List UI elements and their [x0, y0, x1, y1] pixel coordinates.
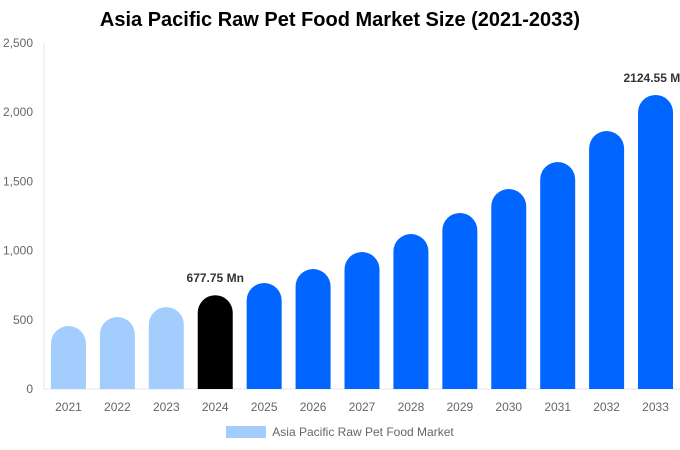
x-tick-label: 2021 — [55, 400, 82, 414]
y-tick-label: 1,000 — [3, 244, 33, 258]
bar-2030 — [491, 189, 527, 389]
data-label: 677.75 Mn — [187, 271, 244, 285]
x-tick-label: 2028 — [398, 400, 425, 414]
x-tick-label: 2031 — [544, 400, 571, 414]
bar-2023 — [148, 307, 184, 389]
x-tick-label: 2033 — [642, 400, 669, 414]
y-tick-label: 2,000 — [3, 105, 33, 119]
x-tick-label: 2022 — [104, 400, 131, 414]
bar-2021 — [50, 326, 86, 389]
x-tick-label: 2023 — [153, 400, 180, 414]
x-tick-label: 2027 — [349, 400, 376, 414]
bar-2026 — [295, 269, 331, 389]
bar-2024 — [197, 295, 233, 389]
legend: Asia Pacific Raw Pet Food Market — [0, 425, 680, 439]
y-tick-label: 500 — [13, 313, 33, 327]
data-label: 2124.55 Mn — [624, 71, 680, 85]
y-tick-label: 2,500 — [3, 36, 33, 50]
legend-label[interactable]: Asia Pacific Raw Pet Food Market — [272, 425, 454, 439]
bar-2022 — [99, 317, 135, 389]
bar-2029 — [442, 212, 478, 389]
x-tick-label: 2029 — [446, 400, 473, 414]
x-tick-label: 2032 — [593, 400, 620, 414]
x-tick-label: 2025 — [251, 400, 278, 414]
y-tick-label: 0 — [26, 382, 33, 396]
bar-2031 — [540, 162, 576, 389]
legend-swatch — [226, 426, 267, 438]
x-tick-label: 2024 — [202, 400, 229, 414]
bar-2032 — [589, 131, 625, 390]
bar-2028 — [393, 233, 429, 389]
chart-title: Asia Pacific Raw Pet Food Market Size (2… — [99, 9, 581, 31]
x-tick-label: 2026 — [300, 400, 327, 414]
bar-2033 — [638, 94, 674, 389]
bar-2027 — [344, 251, 380, 389]
y-tick-label: 1,500 — [3, 174, 33, 188]
x-tick-label: 2030 — [495, 400, 522, 414]
bar-2025 — [246, 282, 282, 389]
